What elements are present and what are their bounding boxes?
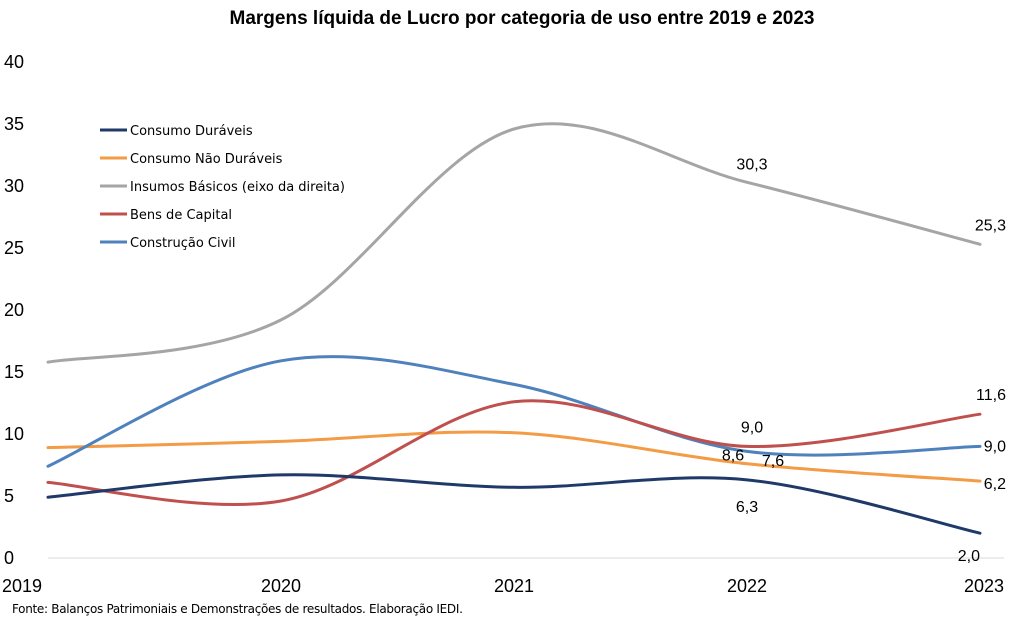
x-tick-label: 2023 (964, 576, 1004, 596)
x-axis: 2019 2020 2021 2022 2023 (2, 576, 1004, 596)
series-line-consumo-1 (46, 430, 982, 483)
data-label: 25,3 (975, 217, 1006, 234)
series-line-construcao-4 (46, 355, 982, 468)
y-tick-label: 15 (4, 362, 24, 382)
series-line-insumos-2 (46, 122, 982, 364)
data-label: 9,0 (741, 419, 763, 436)
y-tick-label: 20 (4, 300, 24, 320)
series-lines (46, 122, 982, 535)
data-label: 7,6 (762, 453, 784, 470)
y-tick-label: 40 (4, 52, 24, 72)
y-tick-label: 25 (4, 238, 24, 258)
legend-entry: Consumo Não Duráveis (130, 152, 283, 167)
source-note: Fonte: Balanços Patrimoniais e Demonstra… (12, 602, 463, 616)
data-label: 8,6 (722, 447, 744, 464)
x-tick-label: 2021 (494, 576, 534, 596)
data-label: 11,6 (976, 387, 1006, 404)
x-tick-label: 2020 (261, 576, 301, 596)
legend-entry: Consumo Duráveis (130, 124, 253, 139)
data-labels: 6,3 2,0 7,6 6,2 30,3 25,3 9,0 11,6 8,6 9,0 (722, 156, 1006, 565)
data-label: 6,2 (984, 476, 1006, 493)
y-tick-label: 5 (4, 486, 14, 506)
y-tick-label: 35 (4, 114, 24, 134)
y-tick-label: 10 (4, 424, 24, 444)
x-tick-label: 2022 (727, 576, 767, 596)
y-tick-label: 0 (4, 548, 14, 568)
y-axis: 0 5 10 15 20 25 30 35 40 (4, 52, 24, 568)
data-label: 9,0 (984, 438, 1006, 455)
legend-entry: Insumos Básicos (eixo da direita) (130, 180, 345, 195)
x-tick-label: 2019 (2, 576, 42, 596)
y-tick-label: 30 (4, 176, 24, 196)
chart-title: Margens líquida de Lucro por categoria d… (230, 8, 815, 29)
data-label: 30,3 (736, 156, 767, 173)
series-line-bens-3 (46, 399, 982, 507)
data-label: 2,0 (958, 548, 980, 565)
legend: Consumo Duráveis Consumo Não Duráveis Insu… (100, 124, 345, 251)
legend-entry: Bens de Capital (130, 208, 232, 223)
data-label: 6,3 (736, 499, 758, 516)
legend-entry: Construção Civil (130, 236, 236, 251)
series-line-consumo-0 (46, 473, 982, 535)
